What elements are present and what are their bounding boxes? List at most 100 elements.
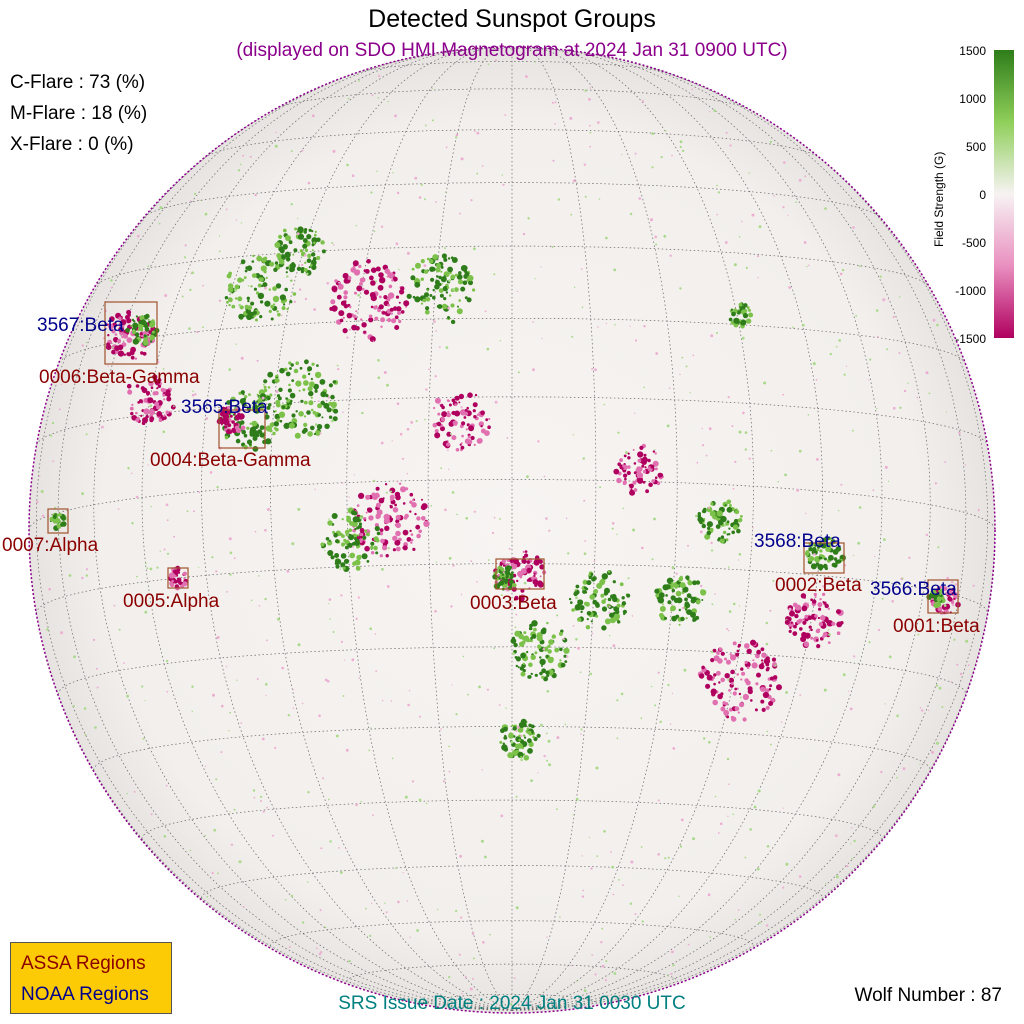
- positive-field-patch: [930, 590, 934, 594]
- negative-field-patch: [359, 535, 363, 539]
- negative-field-patch: [375, 502, 381, 508]
- positive-field-patch: [279, 419, 283, 423]
- field-speckle: [936, 323, 939, 327]
- positive-field-patch: [253, 287, 257, 291]
- field-speckle: [575, 596, 578, 600]
- field-speckle: [166, 202, 169, 204]
- field-speckle: [672, 747, 676, 750]
- field-speckle: [692, 837, 696, 841]
- negative-field-patch: [409, 492, 414, 497]
- field-speckle: [85, 341, 88, 344]
- negative-field-patch: [807, 615, 813, 620]
- field-speckle: [81, 576, 84, 580]
- positive-field-patch: [534, 651, 538, 655]
- field-speckle: [476, 172, 479, 175]
- field-speckle: [478, 685, 481, 689]
- positive-field-patch: [279, 248, 285, 254]
- field-speckle: [462, 655, 465, 658]
- positive-field-patch: [239, 398, 246, 405]
- field-speckle: [680, 818, 684, 822]
- negative-field-patch: [818, 621, 824, 627]
- field-speckle: [670, 972, 673, 976]
- positive-field-patch: [523, 755, 530, 761]
- field-speckle: [226, 591, 229, 593]
- positive-field-patch: [701, 523, 706, 529]
- field-speckle: [430, 505, 433, 507]
- negative-field-patch: [415, 524, 421, 530]
- positive-field-patch: [334, 514, 337, 517]
- positive-field-patch: [621, 601, 627, 606]
- field-speckle: [888, 655, 892, 659]
- positive-field-patch: [745, 318, 752, 324]
- positive-field-patch: [362, 535, 367, 540]
- positive-field-patch: [143, 314, 149, 320]
- negative-field-patch: [411, 502, 417, 508]
- field-speckle: [546, 936, 548, 938]
- assa-region-label: 0003:Beta: [470, 593, 557, 614]
- positive-field-patch: [424, 292, 429, 298]
- negative-field-patch: [109, 316, 115, 322]
- field-speckle: [751, 213, 755, 217]
- positive-field-patch: [320, 400, 326, 406]
- positive-field-patch: [275, 283, 282, 289]
- field-speckle: [667, 856, 670, 859]
- field-speckle: [318, 714, 321, 718]
- negative-field-patch: [769, 676, 774, 681]
- field-speckle: [256, 359, 259, 362]
- field-speckle: [575, 638, 578, 641]
- positive-field-patch: [743, 303, 748, 308]
- field-speckle: [110, 279, 113, 282]
- field-speckle: [107, 365, 109, 367]
- field-speckle: [566, 655, 569, 658]
- field-speckle: [896, 776, 898, 779]
- field-speckle: [695, 514, 698, 518]
- positive-field-patch: [356, 526, 360, 530]
- positive-field-patch: [520, 755, 523, 759]
- positive-field-patch: [464, 296, 468, 300]
- negative-field-patch: [518, 596, 525, 602]
- field-speckle: [281, 666, 284, 670]
- positive-field-patch: [621, 596, 625, 600]
- field-speckle: [150, 505, 152, 508]
- field-speckle: [101, 425, 104, 429]
- positive-field-patch: [306, 410, 311, 415]
- positive-field-patch: [440, 270, 443, 273]
- positive-field-patch: [671, 615, 677, 622]
- field-speckle: [570, 964, 572, 967]
- negative-field-patch: [160, 387, 165, 393]
- negative-field-patch: [472, 402, 478, 408]
- field-speckle: [136, 575, 138, 578]
- field-speckle: [455, 909, 458, 913]
- field-speckle: [96, 667, 98, 670]
- positive-field-patch: [303, 380, 309, 386]
- negative-field-patch: [366, 259, 371, 264]
- negative-field-patch: [437, 412, 441, 416]
- field-speckle: [611, 527, 614, 530]
- field-speckle: [149, 404, 153, 408]
- positive-field-patch: [299, 366, 303, 370]
- field-speckle: [394, 867, 397, 870]
- field-speckle: [307, 881, 309, 883]
- negative-field-patch: [399, 289, 405, 295]
- negative-field-patch: [718, 647, 723, 651]
- negative-field-patch: [118, 326, 124, 333]
- negative-field-patch: [771, 657, 777, 662]
- field-speckle: [319, 909, 322, 912]
- field-speckle: [72, 704, 75, 708]
- region-legend: ASSA Regions NOAA Regions: [10, 942, 172, 1014]
- field-speckle: [851, 827, 853, 829]
- negative-field-patch: [130, 411, 134, 416]
- positive-field-patch: [679, 582, 686, 589]
- positive-field-patch: [728, 317, 733, 322]
- negative-field-patch: [488, 417, 491, 421]
- field-speckle: [780, 721, 783, 723]
- field-speckle: [298, 288, 302, 291]
- positive-field-patch: [654, 588, 660, 594]
- negative-field-patch: [117, 350, 125, 357]
- positive-field-patch: [445, 291, 449, 294]
- field-speckle: [716, 184, 718, 187]
- positive-field-patch: [340, 562, 346, 568]
- positive-field-patch: [422, 299, 425, 302]
- field-speckle: [110, 286, 113, 289]
- negative-field-patch: [803, 641, 810, 647]
